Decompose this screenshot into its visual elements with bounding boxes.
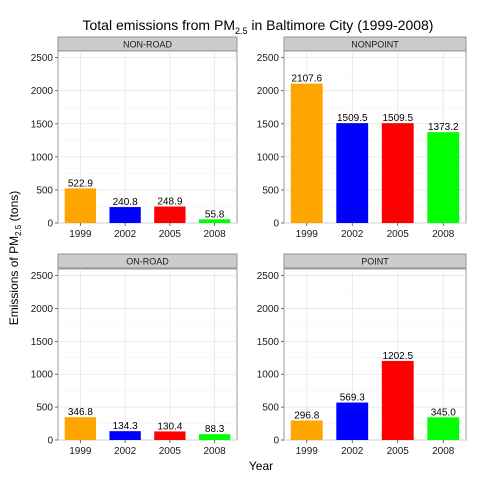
bar <box>154 431 186 440</box>
panels-layer: NON-ROAD 0 500 1000 1500 2000 2500 1999 2002 2005… <box>31 36 467 457</box>
bar <box>154 206 186 223</box>
x-tick-label: 2008 <box>432 229 455 240</box>
facet-strip-label: NONPOINT <box>351 40 399 50</box>
x-tick-label: 2002 <box>341 446 364 457</box>
bar-value-label: 569.3 <box>340 393 365 404</box>
y-tick-label: 0 <box>47 436 53 447</box>
bar <box>381 123 414 223</box>
y-tick-label: 2000 <box>257 304 280 315</box>
bar-value-label: 1202.5 <box>382 351 413 362</box>
y-tick-label: 2000 <box>31 304 54 315</box>
bar <box>381 360 414 440</box>
y-tick-label: 1000 <box>31 370 54 381</box>
facet-strip-label: POINT <box>361 257 389 267</box>
facet-panel: POINT 0 500 1000 1500 2000 2500 1999 2002 2005 200… <box>257 253 467 457</box>
gridlines <box>284 269 466 441</box>
bar-value-label: 55.8 <box>205 209 225 220</box>
bar <box>427 417 460 440</box>
y-axis-title-prefix: Emissions of PM <box>7 236 21 325</box>
x-tick-label: 2008 <box>204 446 227 457</box>
y-tick-label: 0 <box>273 219 279 230</box>
x-tick-label: 2002 <box>114 229 137 240</box>
y-tick-label: 0 <box>273 436 279 447</box>
bar-value-label: 240.8 <box>113 197 138 208</box>
bar <box>198 219 231 223</box>
bar-value-label: 2107.6 <box>291 74 322 85</box>
y-tick-label: 500 <box>262 403 279 414</box>
bar <box>64 417 97 440</box>
facet-panel: NONPOINT 0 500 1000 1500 2000 2500 1999 2002 2005… <box>257 36 467 240</box>
bar-value-label: 1509.5 <box>337 113 368 124</box>
facet-strip-label: NON-ROAD <box>123 40 172 50</box>
y-axis-title-suffix: (tons) <box>7 191 21 225</box>
x-tick-label: 2002 <box>341 229 364 240</box>
y-tick-label: 2500 <box>257 271 280 282</box>
bar-value-label: 134.3 <box>113 421 138 432</box>
chart-title-prefix: Total emissions from PM <box>83 17 235 33</box>
y-axis-title: Emissions of PM2.5 (tons) <box>7 191 23 326</box>
bar-value-label: 1509.5 <box>382 113 413 124</box>
y-tick-label: 2500 <box>257 53 280 64</box>
x-tick-label: 2005 <box>387 446 410 457</box>
bar-value-label: 130.4 <box>157 421 182 432</box>
bar-value-label: 522.9 <box>68 178 93 189</box>
bar <box>109 207 141 223</box>
facet-strip <box>57 253 238 269</box>
y-tick-label: 1500 <box>31 337 54 348</box>
x-tick-label: 1999 <box>69 446 92 457</box>
plot-area <box>283 268 467 441</box>
y-tick-label: 1000 <box>257 152 280 163</box>
bar <box>336 123 369 223</box>
gridlines <box>58 51 237 224</box>
y-tick-label: 2000 <box>31 86 54 97</box>
y-tick-label: 1000 <box>257 370 280 381</box>
bar-value-label: 346.8 <box>68 407 93 418</box>
x-tick-label: 1999 <box>69 229 92 240</box>
y-axis-title-subscript: 2.5 <box>14 224 23 236</box>
bar <box>290 83 323 223</box>
facet-strip <box>283 253 467 269</box>
bar-value-label: 1373.2 <box>428 122 459 133</box>
y-tick-label: 2500 <box>31 271 54 282</box>
bar-value-label: 248.9 <box>157 197 182 208</box>
y-tick-label: 2000 <box>257 86 280 97</box>
bar <box>109 431 141 440</box>
chart-title: Total emissions from PM2.5 in Baltimore … <box>83 17 434 36</box>
x-tick-label: 2008 <box>432 446 455 457</box>
bar <box>198 434 231 440</box>
x-tick-label: 2005 <box>159 229 182 240</box>
y-tick-label: 500 <box>36 185 53 196</box>
y-tick-label: 500 <box>262 185 279 196</box>
facet-panel: NON-ROAD 0 500 1000 1500 2000 2500 1999 2002 2005… <box>31 36 238 240</box>
x-axis-title: Year <box>249 459 273 473</box>
x-tick-label: 2002 <box>114 446 137 457</box>
bar <box>336 402 369 440</box>
x-tick-label: 2008 <box>204 229 227 240</box>
bar <box>290 420 323 440</box>
bar-value-label: 345.0 <box>431 407 456 418</box>
chart-title-suffix: in Baltimore City (1999-2008) <box>248 17 434 33</box>
x-tick-label: 1999 <box>296 229 319 240</box>
bar <box>64 188 97 223</box>
plot-area <box>57 268 238 441</box>
y-tick-label: 1000 <box>31 152 54 163</box>
y-tick-label: 1500 <box>31 119 54 130</box>
y-tick-label: 1500 <box>257 119 280 130</box>
facet-strip-label: ON-ROAD <box>126 257 169 267</box>
bar-value-label: 88.3 <box>205 424 225 435</box>
y-tick-label: 2500 <box>31 53 54 64</box>
bar-value-label: 296.8 <box>294 410 319 421</box>
bar <box>427 132 460 223</box>
y-tick-label: 0 <box>47 219 53 230</box>
y-tick-label: 500 <box>36 403 53 414</box>
x-tick-label: 2005 <box>387 229 410 240</box>
y-tick-label: 1500 <box>257 337 280 348</box>
x-tick-label: 1999 <box>296 446 319 457</box>
facet-panel: ON-ROAD 0 500 1000 1500 2000 2500 1999 2002 2005 2… <box>31 253 238 457</box>
chart-title-subscript: 2.5 <box>235 26 248 36</box>
x-tick-label: 2005 <box>159 446 182 457</box>
